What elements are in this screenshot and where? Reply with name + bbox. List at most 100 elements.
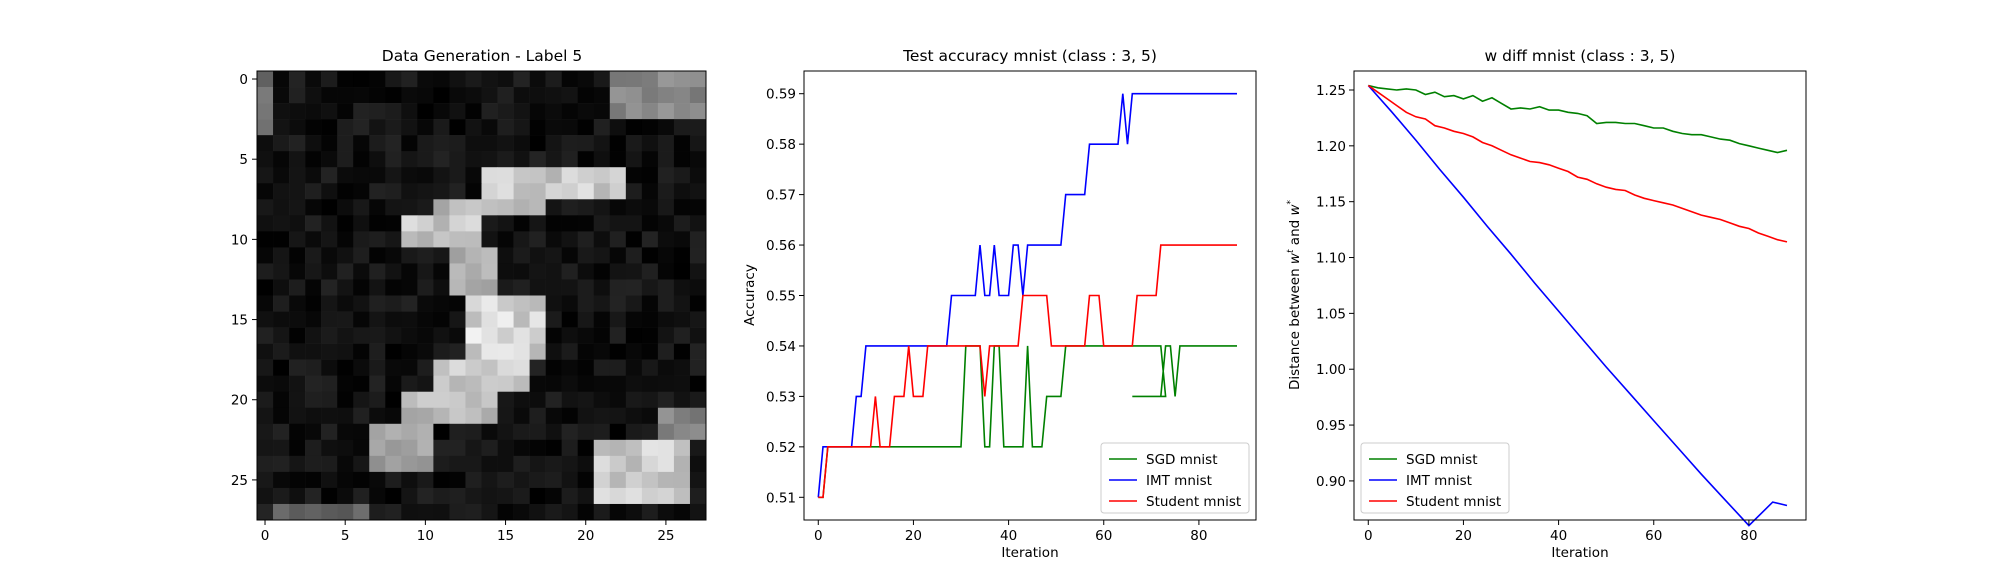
image-pixel (593, 295, 611, 312)
image-pixel (449, 391, 466, 409)
image-pixel (337, 343, 354, 360)
image-pixel (657, 423, 675, 441)
image-pixel (689, 247, 707, 264)
image-pixel (353, 247, 370, 264)
image-pixel (337, 375, 354, 393)
panel2-ylabel: Accuracy (742, 264, 758, 326)
image-pixel (369, 327, 386, 344)
image-pixel (641, 87, 659, 104)
image-pixel (657, 103, 675, 120)
image-pixel (657, 135, 675, 152)
image-pixel (609, 471, 627, 489)
image-pixel (465, 263, 482, 280)
image-pixel (289, 199, 306, 216)
image-pixel (657, 87, 675, 104)
image-pixel (353, 135, 370, 152)
image-pixel (481, 199, 498, 216)
image-pixel (321, 215, 338, 232)
image-pixel (305, 71, 322, 88)
x-tick-label: 0 (1364, 528, 1373, 544)
image-pixel (401, 199, 418, 216)
image-pixel (305, 199, 322, 216)
image-pixel (369, 487, 386, 505)
y-tick-label: 0.90 (1316, 474, 1346, 490)
image-pixel (273, 487, 290, 505)
image-pixel (657, 215, 675, 232)
image-pixel (337, 359, 354, 376)
image-pixel (305, 119, 322, 136)
image-pixel (641, 167, 659, 184)
image-pixel (449, 375, 466, 393)
image-pixel (577, 263, 595, 280)
image-pixel (449, 503, 466, 521)
image-pixel (561, 359, 579, 376)
image-pixel (369, 391, 386, 409)
image-pixel (321, 295, 338, 312)
image-pixel (369, 231, 386, 248)
image-pixel (289, 503, 306, 521)
image-pixel (641, 295, 659, 312)
image-pixel (641, 151, 659, 168)
image-pixel (305, 183, 322, 200)
image-pixel (273, 215, 290, 232)
image-pixel (497, 391, 514, 409)
image-pixel (657, 375, 675, 393)
x-tick-label: 10 (417, 528, 434, 544)
image-pixel (625, 71, 643, 88)
image-pixel (577, 183, 595, 200)
image-pixel (593, 119, 611, 136)
image-pixel (305, 295, 322, 312)
image-pixel (257, 487, 274, 505)
y-tick-label: 1.15 (1316, 195, 1346, 211)
image-pixel (673, 327, 691, 344)
image-pixel (305, 151, 322, 168)
image-pixel (641, 247, 659, 264)
image-pixel (593, 487, 611, 505)
image-pixel (625, 103, 643, 120)
image-pixel (577, 167, 595, 184)
image-pixel (449, 167, 466, 184)
image-pixel (513, 279, 530, 296)
image-pixel (257, 167, 274, 184)
image-pixel (321, 135, 338, 152)
image-pixel (497, 295, 514, 312)
image-pixel (673, 471, 691, 489)
image-pixel (289, 487, 306, 505)
image-pixel (657, 279, 675, 296)
y-tick-label: 0.51 (766, 490, 796, 506)
image-pixel (673, 183, 691, 200)
series-line-imt-mnist (817, 92, 1237, 498)
image-pixel (513, 231, 530, 248)
image-pixel (657, 167, 675, 184)
image-pixel (401, 87, 418, 104)
image-pixel (689, 231, 707, 248)
image-pixel (689, 327, 707, 344)
x-tick-label: 80 (1190, 528, 1207, 544)
image-pixel (529, 151, 546, 168)
image-pixel (305, 279, 322, 296)
image-pixel (497, 279, 514, 296)
image-pixel (401, 343, 418, 360)
image-pixel (593, 231, 611, 248)
ylabel-mid: and (1287, 215, 1303, 249)
image-pixel (625, 215, 643, 232)
image-pixel (593, 279, 611, 296)
ylabel-w2: w (1287, 203, 1303, 215)
image-pixel (449, 199, 466, 216)
image-pixel (433, 279, 450, 296)
image-pixel (273, 359, 290, 376)
image-pixel (417, 183, 434, 200)
image-pixel (353, 183, 370, 200)
image-pixel (625, 375, 643, 393)
image-pixel (673, 103, 691, 120)
image-pixel (513, 423, 530, 441)
image-pixel (465, 215, 482, 232)
image-pixel (321, 311, 338, 328)
y-tick-label: 0.95 (1316, 418, 1346, 434)
image-pixel (417, 327, 434, 344)
image-pixel (545, 311, 562, 328)
image-pixel (321, 167, 338, 184)
image-pixel (273, 407, 290, 425)
panel1-title: Data Generation - Label 5 (382, 47, 582, 65)
image-pixel (465, 407, 482, 425)
